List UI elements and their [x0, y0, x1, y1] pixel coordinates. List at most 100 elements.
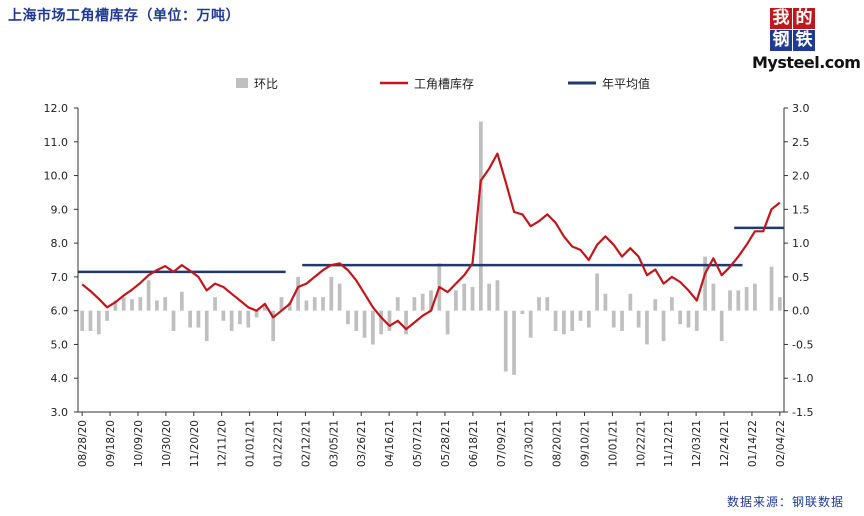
x-tick-label: 01/14/22: [747, 420, 759, 467]
legend-label-average: 年平均值: [602, 76, 650, 91]
qoq-bar: [446, 311, 450, 335]
qoq-bar: [388, 311, 392, 331]
right-tick-label: -1.5: [792, 406, 813, 419]
qoq-bar: [554, 311, 558, 331]
x-tick-label: 10/30/20: [161, 420, 173, 467]
qoq-bar: [138, 297, 142, 311]
x-tick-label: 02/12/21: [300, 420, 312, 467]
qoq-bar: [321, 297, 325, 311]
qoq-bar: [479, 122, 483, 311]
qoq-bar: [504, 311, 508, 372]
left-tick-label: 10.0: [44, 170, 69, 183]
x-tick-label: 09/10/21: [579, 420, 591, 467]
qoq-bar: [246, 311, 250, 328]
qoq-bar: [471, 287, 475, 311]
qoq-bar: [712, 284, 716, 311]
left-tick-label: 6.0: [51, 305, 69, 318]
x-tick-label: 01/22/21: [273, 420, 285, 467]
qoq-bar: [778, 297, 782, 311]
left-tick-label: 5.0: [51, 338, 69, 351]
x-tick-label: 08/28/20: [77, 420, 89, 467]
left-tick-label: 8.0: [51, 237, 69, 250]
left-tick-label: 3.0: [51, 406, 69, 419]
qoq-bar: [753, 284, 757, 311]
qoq-bar: [745, 287, 749, 311]
qoq-bar: [89, 311, 93, 331]
qoq-bar: [338, 284, 342, 311]
x-tick-label: 02/04/22: [775, 420, 787, 467]
data-source: 数据来源：钢联数据: [727, 493, 844, 510]
legend-label-inventory: 工角槽库存: [414, 76, 474, 91]
qoq-bar: [520, 311, 524, 314]
x-tick-label: 06/18/21: [468, 420, 480, 467]
qoq-bar: [662, 311, 666, 341]
x-tick-label: 11/20/20: [189, 420, 201, 467]
qoq-bar: [545, 297, 549, 311]
qoq-bar: [238, 311, 242, 325]
x-tick-label: 11/12/21: [663, 420, 675, 467]
x-tick-label: 01/01/21: [245, 420, 257, 467]
qoq-bar: [296, 277, 300, 311]
x-tick-label: 12/03/21: [691, 420, 703, 467]
qoq-bar: [180, 292, 184, 311]
qoq-bar: [130, 299, 134, 310]
qoq-bar: [454, 290, 458, 310]
qoq-bar: [371, 311, 375, 345]
qoq-bar: [155, 301, 159, 311]
right-tick-label: 2.5: [792, 136, 810, 149]
x-tick-label: 12/24/21: [719, 420, 731, 467]
qoq-bar: [413, 297, 417, 311]
x-tick-label: 09/18/20: [105, 420, 117, 467]
qoq-bar: [587, 311, 591, 328]
qoq-bar: [363, 311, 367, 338]
qoq-bar: [329, 277, 333, 311]
legend-label-qoq: 环比: [254, 77, 278, 91]
qoq-bar: [653, 299, 657, 310]
qoq-bar: [205, 311, 209, 341]
qoq-bar: [736, 290, 740, 310]
qoq-bar: [105, 311, 109, 321]
qoq-bar: [487, 284, 491, 311]
right-tick-label: -0.5: [792, 338, 813, 351]
right-tick-label: 0.5: [792, 271, 810, 284]
right-tick-label: 3.0: [792, 102, 810, 115]
qoq-bar: [770, 267, 774, 311]
x-tick-label: 10/22/21: [635, 420, 647, 467]
qoq-bar: [628, 294, 632, 311]
qoq-bar: [396, 297, 400, 311]
left-tick-label: 7.0: [51, 271, 69, 284]
right-tick-label: 0.0: [792, 305, 810, 318]
qoq-bar: [188, 311, 192, 328]
qoq-bar: [645, 311, 649, 345]
right-tick-label: 1.0: [792, 237, 810, 250]
qoq-bar: [346, 311, 350, 325]
left-tick-label: 4.0: [51, 372, 69, 385]
qoq-bar: [612, 311, 616, 328]
qoq-bar: [80, 311, 84, 331]
x-tick-label: 08/20/21: [552, 420, 564, 467]
qoq-bar: [620, 311, 624, 331]
qoq-bar: [678, 311, 682, 325]
qoq-bar: [404, 311, 408, 335]
chart-axes: 3.0 4.0 5.0 6.0 7.0 8.0 9.0 10.0 11.0 12.0 -1.5 -1.…: [44, 102, 814, 467]
qoq-bar: [687, 311, 691, 328]
left-tick-label: 9.0: [51, 203, 69, 216]
x-tick-label: 05/28/21: [440, 420, 452, 467]
qoq-bar: [529, 311, 533, 338]
x-tick-label: 04/16/21: [384, 420, 396, 467]
qoq-bar: [512, 311, 516, 375]
x-tick-label: 03/05/21: [328, 420, 340, 467]
x-tick-label: 07/09/21: [496, 420, 508, 467]
qoq-bar: [221, 311, 225, 321]
left-tick-label: 11.0: [44, 136, 69, 149]
qoq-bar: [421, 294, 425, 311]
qoq-bar: [172, 311, 176, 331]
x-tick-label: 10/09/20: [133, 420, 145, 467]
qoq-bar: [197, 311, 201, 328]
qoq-bar: [305, 301, 309, 311]
qoq-bar: [670, 297, 674, 311]
qoq-bar: [728, 290, 732, 310]
qoq-bar: [637, 311, 641, 328]
qoq-bar: [122, 297, 126, 311]
